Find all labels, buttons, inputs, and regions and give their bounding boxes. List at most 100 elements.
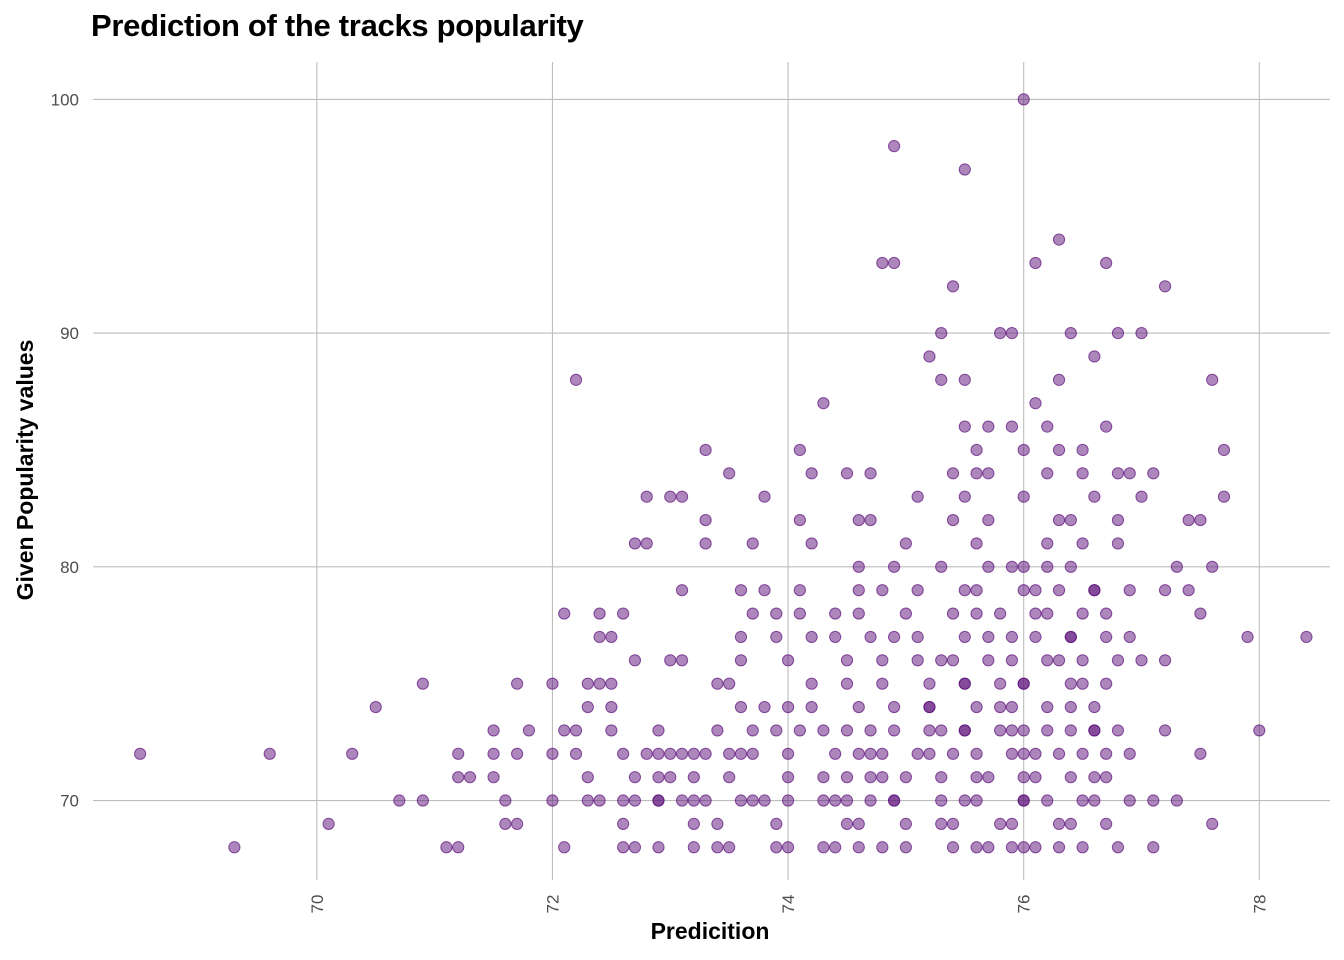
data-point <box>876 654 889 667</box>
data-point <box>864 513 877 527</box>
data-point <box>1017 560 1030 573</box>
data-point <box>1017 841 1030 854</box>
data-point <box>723 467 736 480</box>
data-point <box>558 841 571 854</box>
data-point <box>1088 350 1101 363</box>
data-point <box>935 817 948 831</box>
data-point <box>970 467 983 480</box>
data-point <box>652 771 665 784</box>
data-point <box>617 841 630 854</box>
data-point <box>911 747 924 760</box>
data-point <box>734 700 748 714</box>
data-point <box>699 794 712 807</box>
data-point <box>899 841 912 854</box>
data-point <box>1158 584 1172 597</box>
data-point <box>1100 256 1113 270</box>
data-point <box>970 537 983 550</box>
data-point <box>1100 817 1113 831</box>
data-point <box>593 677 606 690</box>
y-tick-label: 100 <box>51 90 79 109</box>
data-point <box>1206 560 1219 573</box>
data-point <box>699 443 712 457</box>
data-point <box>1017 93 1030 106</box>
data-point <box>876 841 889 854</box>
data-point <box>888 700 901 714</box>
data-point <box>1064 771 1077 784</box>
data-point <box>935 724 948 737</box>
data-point <box>840 771 854 784</box>
data-point <box>1100 747 1113 760</box>
data-point <box>805 700 818 714</box>
data-point <box>970 607 983 620</box>
data-point <box>876 677 889 690</box>
data-point <box>1194 607 1207 620</box>
data-point <box>1029 771 1042 784</box>
data-point <box>829 841 842 854</box>
data-point <box>935 560 948 573</box>
data-point <box>852 747 865 760</box>
data-point <box>781 747 795 760</box>
data-point <box>1064 560 1077 573</box>
data-point <box>1017 490 1030 503</box>
data-point <box>1064 513 1077 527</box>
data-point <box>675 794 689 807</box>
data-point <box>1041 420 1054 433</box>
data-point <box>970 747 983 760</box>
data-point <box>781 700 795 714</box>
data-point <box>852 513 865 527</box>
data-point <box>628 537 642 550</box>
data-point <box>852 560 865 573</box>
data-point <box>852 700 865 714</box>
data-point <box>711 677 724 690</box>
data-point <box>864 630 877 644</box>
data-point <box>911 490 924 503</box>
data-point <box>228 841 241 854</box>
data-point <box>1052 584 1066 597</box>
data-point <box>487 747 500 760</box>
data-point <box>593 794 606 807</box>
data-point <box>1005 724 1019 737</box>
data-point <box>899 771 912 784</box>
data-point <box>994 327 1007 340</box>
data-point <box>652 724 665 737</box>
data-point <box>1064 724 1077 737</box>
data-point <box>888 140 901 153</box>
data-point <box>888 794 901 807</box>
data-point <box>1052 841 1066 854</box>
data-point <box>817 397 830 410</box>
data-point <box>1064 700 1077 714</box>
data-point <box>946 280 960 293</box>
data-point <box>852 584 865 597</box>
data-point <box>511 747 524 760</box>
data-point <box>675 584 689 597</box>
data-point <box>793 513 806 527</box>
data-point <box>923 724 936 737</box>
data-point <box>605 677 618 690</box>
data-point <box>1041 537 1054 550</box>
data-point <box>263 747 276 760</box>
data-point <box>946 747 960 760</box>
data-point <box>1076 677 1089 690</box>
data-point <box>1135 490 1148 503</box>
data-point <box>511 817 524 831</box>
data-point <box>805 537 818 550</box>
x-tick-label: 76 <box>1015 895 1034 914</box>
data-point <box>652 794 665 807</box>
data-point <box>982 654 995 667</box>
data-point <box>452 841 465 854</box>
data-point <box>1217 490 1231 503</box>
data-point <box>664 771 677 784</box>
data-point <box>1123 584 1136 597</box>
data-point <box>1088 794 1101 807</box>
data-point <box>829 747 842 760</box>
data-point <box>593 630 606 644</box>
data-point <box>1017 747 1030 760</box>
data-point <box>1182 584 1195 597</box>
data-point <box>1088 700 1101 714</box>
x-tick-label: 78 <box>1250 895 1269 914</box>
data-point <box>581 771 594 784</box>
data-point <box>723 747 736 760</box>
data-point <box>664 490 677 503</box>
data-point <box>711 724 724 737</box>
data-point <box>746 537 759 550</box>
